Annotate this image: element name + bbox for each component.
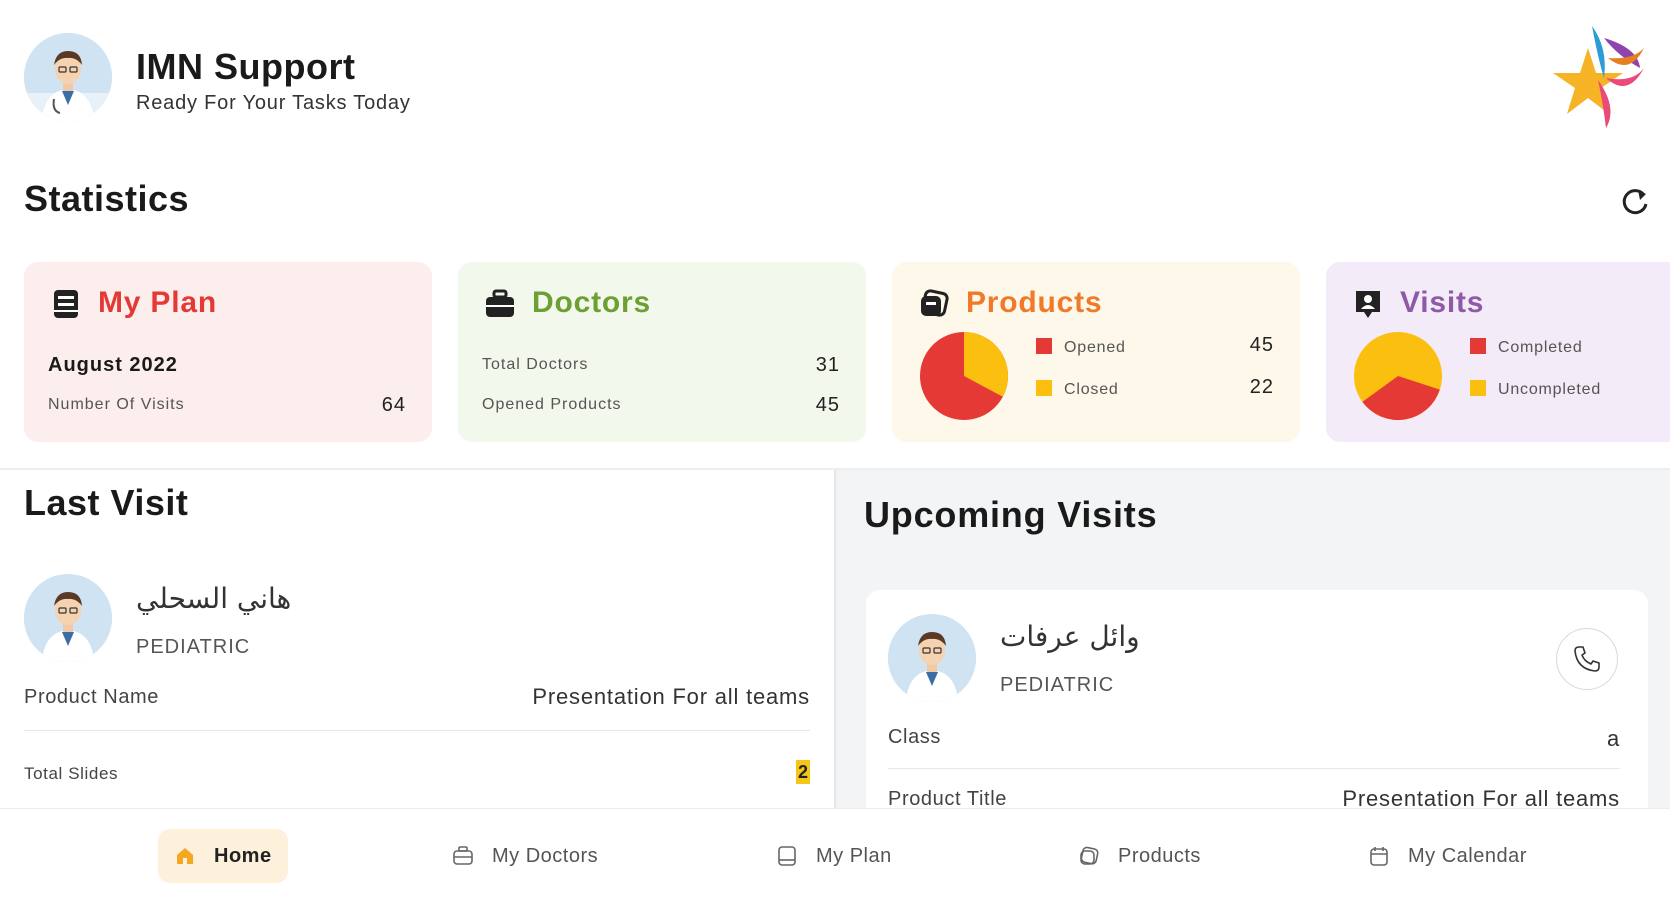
legend-swatch	[1036, 338, 1052, 354]
card-title: Doctors	[532, 286, 651, 319]
upcoming-visits-title: Upcoming Visits	[864, 494, 1158, 535]
legend-swatch	[1470, 338, 1486, 354]
total-doctors-value: 31	[815, 354, 840, 376]
upcoming-visit-card[interactable]: وائل عرفات PEDIATRIC Class a Product Tit…	[866, 590, 1648, 820]
legend-closed-label: Closed	[1064, 381, 1119, 398]
products-closed-slice	[964, 332, 1008, 397]
nav-products-label: Products	[1118, 844, 1201, 867]
nav-my-plan[interactable]: My Plan	[776, 829, 892, 883]
last-visit-doctor-avatar	[24, 574, 112, 662]
doctors-card[interactable]: Doctors Total Doctors 31 Opened Products…	[458, 262, 866, 442]
panel-divider	[834, 470, 836, 810]
class-label: Class	[888, 726, 942, 748]
app-logo-star-icon	[1553, 26, 1644, 128]
products-icon	[921, 289, 949, 317]
nav-home-label: Home	[214, 844, 272, 867]
visits-pie-chart	[1354, 332, 1442, 420]
products-pie-chart	[920, 332, 1008, 420]
phone-icon	[1574, 646, 1600, 672]
opened-products-label: Opened Products	[482, 396, 622, 413]
visits-icon	[1356, 291, 1380, 318]
visits-card[interactable]: Visits Completed Uncompleted	[1326, 262, 1670, 442]
briefcase-icon	[486, 289, 514, 317]
products-icon	[1080, 846, 1099, 865]
visits-count-label: Number Of Visits	[48, 396, 185, 413]
upcoming-doctor-avatar	[888, 614, 976, 702]
statistics-title: Statistics	[24, 178, 190, 219]
row-divider	[24, 730, 810, 731]
product-title-label: Product Title	[888, 788, 1007, 810]
legend-swatch	[1470, 380, 1486, 396]
legend-completed-label: Completed	[1498, 339, 1583, 356]
home-icon	[177, 848, 193, 864]
nav-my-calendar-label: My Calendar	[1408, 844, 1527, 867]
nav-my-doctors[interactable]: My Doctors	[452, 829, 598, 883]
card-title: My Plan	[98, 286, 217, 319]
last-visit-doctor-name: هاني السحلي	[136, 582, 292, 615]
calendar-icon	[1370, 847, 1388, 866]
refresh-icon[interactable]	[1618, 184, 1652, 218]
nav-my-plan-label: My Plan	[816, 844, 892, 867]
card-title: Visits	[1400, 286, 1485, 319]
total-slides-value: 2	[796, 760, 810, 784]
plan-book-icon	[54, 290, 78, 318]
products-card[interactable]: Products Opened 45 Closed 22	[892, 262, 1300, 442]
legend-uncompleted: Uncompleted	[1470, 380, 1601, 399]
visits-count-value: 64	[381, 394, 406, 416]
doctor-avatar-icon	[24, 574, 112, 662]
bottom-navigation: Home My Doctors My Plan Products My Cale…	[0, 808, 1670, 900]
user-subtitle: Ready For Your Tasks Today	[136, 92, 411, 114]
row-divider	[888, 768, 1620, 769]
product-name-label: Product Name	[24, 686, 160, 708]
nav-home[interactable]: Home	[158, 829, 288, 883]
doctor-avatar-icon	[24, 33, 112, 121]
my-plan-card[interactable]: My Plan August 2022 Number Of Visits 64	[24, 262, 432, 442]
user-avatar[interactable]	[24, 33, 112, 121]
plan-month: August 2022	[48, 354, 178, 376]
legend-closed: Closed	[1036, 380, 1119, 399]
nav-my-doctors-label: My Doctors	[492, 844, 599, 867]
product-title-value: Presentation For all teams	[1342, 786, 1620, 811]
last-visit-title: Last Visit	[24, 482, 189, 523]
card-title: Products	[966, 286, 1103, 319]
class-value: a	[1606, 726, 1620, 751]
visits-completed-slice	[1362, 376, 1440, 420]
nav-my-calendar[interactable]: My Calendar	[1368, 829, 1527, 883]
legend-closed-value: 22	[1249, 376, 1274, 398]
opened-products-value: 45	[815, 394, 840, 416]
legend-uncompleted-label: Uncompleted	[1498, 381, 1602, 398]
legend-opened: Opened	[1036, 338, 1126, 357]
app-header: IMN Support Ready For Your Tasks Today	[0, 0, 1670, 150]
total-slides-label: Total Slides	[24, 764, 119, 783]
legend-swatch	[1036, 380, 1052, 396]
legend-opened-value: 45	[1249, 334, 1274, 356]
doctor-avatar-icon	[888, 614, 976, 702]
plan-book-icon	[778, 846, 796, 866]
last-visit-specialty: PEDIATRIC	[136, 636, 251, 658]
legend-opened-label: Opened	[1064, 339, 1126, 356]
section-divider	[0, 468, 1670, 470]
upcoming-specialty: PEDIATRIC	[1000, 674, 1115, 696]
call-button[interactable]	[1556, 628, 1618, 690]
product-name-value: Presentation For all teams	[532, 684, 810, 709]
upcoming-doctor-name: وائل عرفات	[1000, 620, 1140, 653]
total-doctors-label: Total Doctors	[482, 356, 589, 373]
user-name: IMN Support	[136, 46, 356, 87]
nav-products[interactable]: Products	[1078, 829, 1201, 883]
legend-completed: Completed	[1470, 338, 1583, 357]
briefcase-icon	[453, 846, 473, 865]
